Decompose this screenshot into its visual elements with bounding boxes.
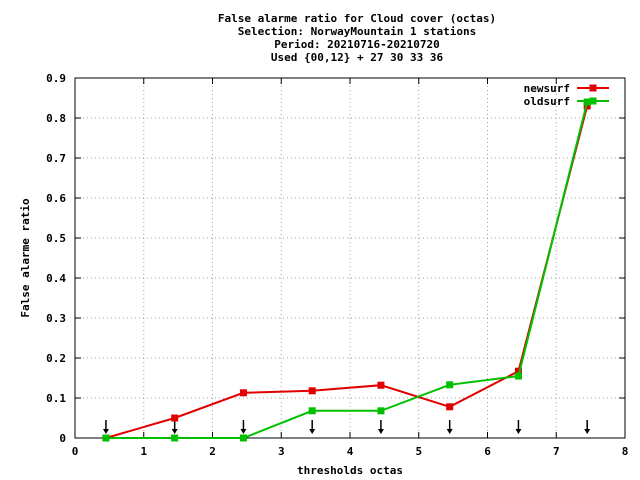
legend-item-newsurf: newsurf xyxy=(524,82,609,95)
data-point xyxy=(377,407,385,415)
y-axis: 0 0.1 0.2 0.3 0.4 0.5 0.6 0.7 0.8 0.9 xyxy=(46,72,625,445)
threshold-arrow xyxy=(446,420,453,434)
series xyxy=(102,98,591,442)
threshold-arrow xyxy=(377,420,384,434)
y-tick-label: 0.8 xyxy=(46,112,66,125)
series-line xyxy=(105,105,589,439)
y-tick-label: 0.3 xyxy=(46,312,66,325)
threshold-arrows xyxy=(102,420,591,434)
data-point xyxy=(239,389,247,397)
title-line-2: Selection: NorwayMountain 1 stations xyxy=(238,25,476,38)
data-point xyxy=(514,367,522,375)
data-point xyxy=(171,414,179,422)
data-point xyxy=(308,407,316,415)
x-tick-label: 8 xyxy=(622,445,629,458)
data-point xyxy=(102,434,110,442)
data-point xyxy=(308,387,316,395)
series-line xyxy=(105,101,589,439)
data-point xyxy=(377,381,385,389)
threshold-arrow xyxy=(515,420,522,434)
legend-label: newsurf xyxy=(524,82,570,95)
title-line-1: False alarme ratio for Cloud cover (octa… xyxy=(218,12,496,25)
x-tick-label: 5 xyxy=(415,445,422,458)
y-tick-label: 0 xyxy=(59,432,66,445)
grid xyxy=(75,78,625,438)
y-tick-label: 0.9 xyxy=(46,72,66,85)
threshold-arrow xyxy=(309,420,316,434)
x-tick-label: 4 xyxy=(347,445,354,458)
x-axis: 0 1 2 3 4 5 6 7 8 xyxy=(72,78,629,458)
x-tick-label: 3 xyxy=(278,445,285,458)
title-line-3: Period: 20210716-20210720 xyxy=(274,38,440,51)
y-tick-label: 0.7 xyxy=(46,152,66,165)
data-point xyxy=(239,434,247,442)
legend-label: oldsurf xyxy=(524,95,570,108)
threshold-arrow xyxy=(171,420,178,434)
x-axis-label: thresholds octas xyxy=(297,464,403,477)
series-oldsurf xyxy=(102,98,591,442)
x-tick-label: 2 xyxy=(209,445,216,458)
data-point xyxy=(446,403,454,411)
legend-item-oldsurf: oldsurf xyxy=(524,95,609,108)
threshold-arrow xyxy=(102,420,109,434)
x-tick-label: 7 xyxy=(553,445,560,458)
x-tick-label: 0 xyxy=(72,445,79,458)
y-axis-label: False alarme ratio xyxy=(19,198,32,318)
title-line-4: Used {00,12} + 27 30 33 36 xyxy=(271,51,444,64)
series-newsurf xyxy=(102,102,591,442)
y-tick-label: 0.4 xyxy=(46,272,66,285)
legend-swatch-marker xyxy=(589,97,597,105)
y-tick-label: 0.5 xyxy=(46,232,66,245)
data-point xyxy=(514,372,522,380)
threshold-arrow xyxy=(240,420,247,434)
chart-title: False alarme ratio for Cloud cover (octa… xyxy=(218,12,496,64)
data-point xyxy=(171,434,179,442)
y-tick-label: 0.2 xyxy=(46,352,66,365)
x-tick-label: 1 xyxy=(140,445,147,458)
legend-swatch-marker xyxy=(589,84,597,92)
data-point xyxy=(446,381,454,389)
x-tick-label: 6 xyxy=(484,445,491,458)
y-tick-label: 0.6 xyxy=(46,192,66,205)
y-tick-label: 0.1 xyxy=(46,392,66,405)
threshold-arrow xyxy=(584,420,591,434)
